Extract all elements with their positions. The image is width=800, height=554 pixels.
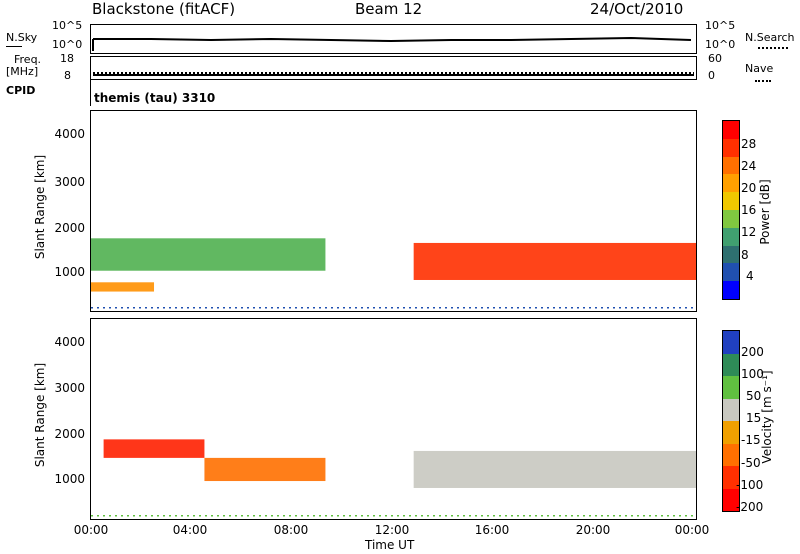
power-echo-band-0: [91, 238, 326, 271]
velocity-echo-band-1: [204, 457, 326, 482]
xtick-5: 20:00: [575, 523, 611, 537]
station-title: Blackstone (fitACF): [92, 0, 236, 18]
xtick-2: 08:00: [273, 523, 309, 537]
noise-line: [92, 36, 692, 51]
power-ytick-2000: 2000: [54, 221, 85, 235]
xaxis-label: Time UT: [365, 538, 415, 552]
freq-left-tick-bottom: 8: [64, 69, 71, 82]
power-cbar-4: 4: [746, 269, 754, 283]
velocity-ytick-4000: 4000: [54, 335, 85, 349]
velocity-cbar-m15: -15: [741, 433, 761, 447]
power-cbar-20: 20: [741, 181, 757, 195]
freq-right-legend-dots: [755, 80, 771, 82]
xtick-4: 16:00: [474, 523, 510, 537]
velocity-ytick-3000: 3000: [54, 381, 85, 395]
power-cbar-label: Power [dB]: [758, 179, 772, 245]
power-ytick-4000: 4000: [54, 127, 85, 141]
velocity-cbar-m100: -100: [736, 478, 764, 492]
velocity-colorbar: [722, 330, 740, 512]
cpid-label: CPID: [6, 84, 36, 97]
velocity-cbar-m200: -200: [736, 500, 764, 514]
freq-right-label: Nave: [745, 62, 774, 75]
power-ylabel: Slant Range [km]: [33, 154, 47, 260]
freq-left-label: Freq.: [14, 53, 42, 66]
noise-left-tick-bottom: 10^0: [52, 38, 83, 51]
power-cbar-16: 16: [741, 203, 757, 217]
noise-left-tick-top: 10^5: [52, 19, 83, 32]
velocity-ytick-2000: 2000: [54, 427, 85, 441]
velocity-cbar-100: 100: [741, 367, 764, 381]
velocity-panel: [90, 318, 697, 520]
velocity-echo-band-2: [413, 450, 696, 488]
noise-right-tick-top: 10^5: [705, 19, 736, 32]
xtick-6: 00:00: [674, 523, 710, 537]
velocity-cbar-label: Velocity [m s⁻¹]: [760, 370, 774, 464]
velocity-cbar-15: 15: [746, 411, 762, 425]
velocity-cbar-m50: -50: [741, 456, 761, 470]
velocity-cbar-50: 50: [746, 389, 762, 403]
noise-right-legend-dots: [758, 47, 788, 49]
freq-right-tick-bottom: 0: [708, 69, 715, 82]
power-ytick-3000: 3000: [54, 175, 85, 189]
freq-lines: [93, 72, 694, 76]
xtick-0: 00:00: [73, 523, 109, 537]
velocity-echo-band-0: [103, 439, 205, 458]
noise-left-label: N.Sky: [6, 31, 38, 44]
freq-panel: [90, 56, 697, 80]
velocity-cbar-200: 200: [741, 345, 764, 359]
xtick-1: 04:00: [172, 523, 208, 537]
power-heatmap: [91, 238, 696, 309]
power-echo-band-2: [413, 242, 696, 280]
power-echo-band-1: [91, 282, 155, 292]
velocity-heatmap: [91, 439, 696, 517]
power-cbar-28: 28: [741, 137, 757, 151]
noise-left-legend-line: [6, 46, 22, 47]
freq-right-tick-top: 60: [708, 52, 722, 65]
velocity-ylabel: Slant Range [km]: [33, 362, 47, 468]
cpid-panel: [90, 80, 696, 106]
cpid-value: themis (tau) 3310: [94, 91, 216, 105]
beam-title: Beam 12: [355, 0, 423, 18]
noise-right-label: N.Search: [745, 31, 795, 44]
freq-left-tick-top: 18: [60, 52, 74, 65]
noise-right-tick-bottom: 10^0: [705, 38, 736, 51]
power-cbar-24: 24: [741, 159, 757, 173]
date-title: 24/Oct/2010: [590, 0, 684, 18]
freq-left-unit: [MHz]: [6, 65, 39, 78]
power-panel: [90, 110, 697, 312]
power-ytick-1000: 1000: [54, 265, 85, 279]
power-cbar-12: 12: [741, 225, 757, 239]
velocity-ytick-1000: 1000: [54, 472, 85, 486]
noise-panel: [90, 24, 697, 54]
power-colorbar: [722, 120, 740, 300]
power-cbar-8: 8: [741, 248, 749, 262]
xtick-3: 12:00: [374, 523, 410, 537]
